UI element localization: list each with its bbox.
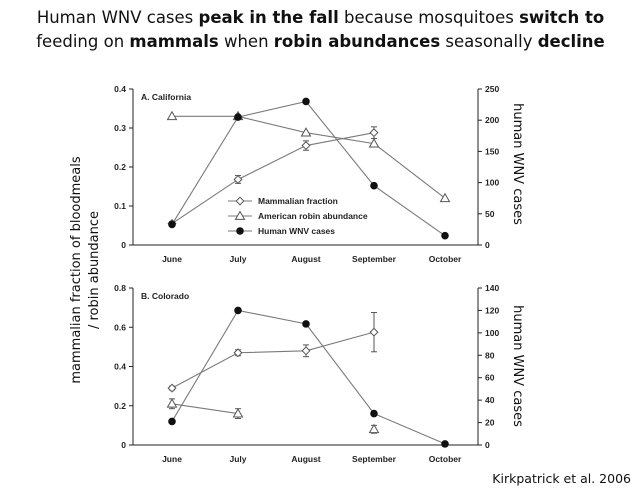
series-line — [172, 404, 374, 430]
chart-panel-colorado: 0 0.2 0.4 0.6 0.8 0 20 40 60 80 100 120 140 June July A… — [114, 283, 499, 464]
x-tick-label: July — [229, 454, 246, 464]
left-tick-label: 0.2 — [114, 162, 126, 172]
x-tick-label: October — [429, 254, 462, 264]
x-tick-label: June — [162, 254, 182, 264]
diamond-point — [369, 327, 379, 337]
left-tick-label: 0 — [121, 440, 126, 450]
headline-emphasis: robin abundances — [273, 32, 441, 51]
headline-text: when — [218, 32, 274, 51]
x-tick-label: June — [162, 454, 182, 464]
headline-emphasis: peak in the fall — [198, 8, 339, 27]
right-tick-label: 20 — [485, 418, 495, 428]
headline-line-1: Human WNV cases peak in the fall because… — [0, 6, 641, 30]
x-tick-label: September — [352, 454, 397, 464]
headline-text: Human WNV cases — [36, 8, 199, 27]
circle-point — [168, 417, 176, 426]
legend-label: American robin abundance — [258, 211, 368, 221]
right-tick-label: 80 — [485, 350, 495, 360]
headline-text: seasonally — [440, 32, 538, 51]
left-tick-label: 0 — [121, 240, 126, 250]
diamond-point — [301, 346, 311, 356]
right-tick-label: 120 — [485, 305, 499, 315]
headline-text: because mosquitoes — [338, 8, 520, 27]
triangle-point — [234, 210, 246, 220]
circle-point — [302, 97, 310, 106]
x-tick-label: August — [291, 454, 320, 464]
headline-emphasis: mammals — [129, 32, 219, 51]
triangle-point — [368, 138, 380, 148]
circle-point — [370, 181, 378, 190]
right-tick-label: 250 — [485, 84, 499, 94]
diamond-point — [233, 174, 243, 184]
panel-title: A. California — [141, 92, 191, 102]
right-tick-label: 100 — [485, 328, 499, 338]
left-tick-label: 0.6 — [114, 322, 126, 332]
headline-emphasis: decline — [537, 32, 605, 51]
right-tick-label: 140 — [485, 283, 499, 293]
headline-emphasis: switch to — [519, 8, 605, 27]
triangle-point — [166, 110, 178, 121]
circle-point — [370, 409, 378, 418]
circle-point — [302, 320, 310, 328]
diamond-point — [167, 383, 177, 393]
diamond-point — [233, 348, 243, 358]
slide-headline: Human WNV cases peak in the fall because… — [0, 6, 641, 54]
chart-panel-california: 0 0.1 0.2 0.3 0.4 0 50 100 150 200 250 June July Augu… — [114, 84, 499, 264]
circle-point — [441, 440, 449, 448]
diamond-point — [369, 128, 379, 138]
left-tick-label: 0.3 — [114, 123, 126, 133]
headline-text: feeding on — [36, 32, 130, 51]
headline-line-2: feeding on mammals when robin abundances… — [0, 30, 641, 54]
left-tick-label: 0.4 — [114, 84, 126, 94]
series-line — [171, 132, 375, 225]
x-tick-label: September — [352, 254, 397, 264]
right-tick-label: 50 — [485, 209, 495, 219]
circle-point — [234, 113, 242, 121]
left-axis-label-line-1: mammalian fraction of bloodmeals — [69, 156, 84, 383]
x-tick-label: October — [429, 454, 462, 464]
right-tick-label: 60 — [485, 373, 495, 383]
circle-point — [441, 231, 449, 240]
right-tick-label: 100 — [485, 178, 499, 188]
right-tick-label: 0 — [485, 440, 490, 450]
left-axis-label-line-2: / robin abundance — [87, 211, 102, 329]
right-tick-label: 200 — [485, 115, 499, 125]
series-line — [171, 309, 446, 445]
legend-label: Mammalian fraction — [258, 196, 338, 206]
diamond-point — [301, 141, 311, 151]
triangle-point — [368, 423, 380, 434]
left-tick-label: 0.2 — [114, 401, 126, 411]
right-tick-label: 150 — [485, 146, 499, 156]
triangle-point — [439, 192, 451, 203]
panel-title: B. Colorado — [141, 291, 189, 301]
circle-point — [234, 306, 242, 315]
x-tick-label: July — [229, 254, 246, 264]
triangle-point — [232, 408, 244, 418]
x-tick-label: August — [291, 254, 320, 264]
circle-point — [236, 227, 244, 235]
right-tick-label: 0 — [485, 240, 490, 250]
left-tick-label: 0.1 — [114, 201, 126, 211]
legend-label: Human WNV cases — [258, 226, 335, 236]
diamond-point — [235, 196, 245, 206]
right-axis-label-top: human WNV cases — [510, 103, 525, 225]
left-tick-label: 0.8 — [114, 283, 126, 293]
citation: Kirkpatrick et al. 2006 — [492, 471, 631, 486]
right-axis-label-bottom: human WNV cases — [510, 305, 525, 427]
series-line — [171, 331, 375, 389]
triangle-point — [166, 398, 178, 408]
right-tick-label: 40 — [485, 395, 495, 405]
triangle-point — [300, 127, 312, 137]
left-tick-label: 0.4 — [114, 362, 126, 372]
circle-point — [168, 220, 176, 229]
